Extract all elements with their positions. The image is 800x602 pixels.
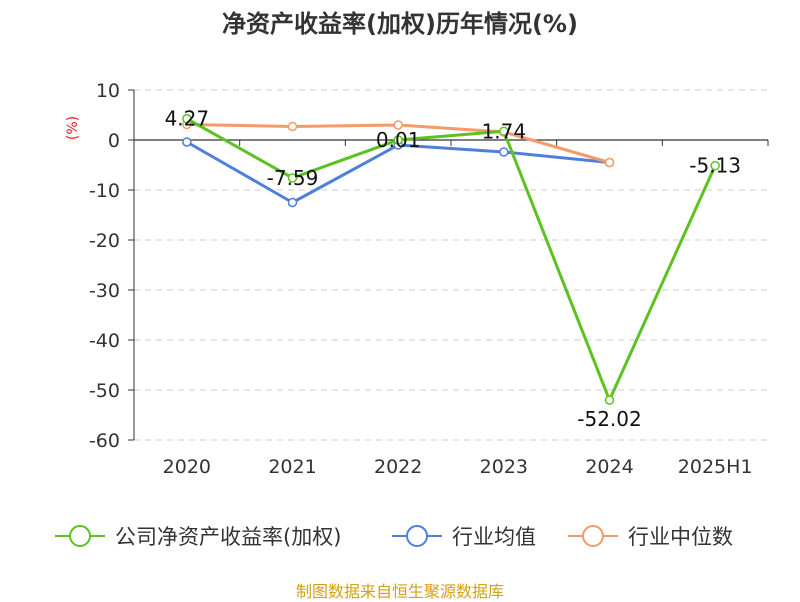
chart-title: 净资产收益率(加权)历年情况(%) — [222, 10, 578, 38]
legend-swatch-marker — [69, 525, 91, 547]
y-tick-label: 10 — [96, 80, 120, 102]
data-label: -5.13 — [689, 154, 741, 178]
x-tick-label: 2020 — [163, 456, 211, 478]
y-axis-unit-label: (%) — [65, 116, 81, 140]
data-label: 1.74 — [482, 119, 527, 143]
data-labels: 4.27 -7.59 0.01 1.74 -52.02 -5.13 — [165, 107, 741, 431]
legend-label: 行业中位数 — [628, 525, 733, 549]
data-point — [287, 121, 298, 132]
x-axis: 2020 2021 2022 2023 2024 2025H1 — [133, 139, 769, 478]
y-axis: 10 0 -10 -20 -30 -40 -50 -60 — [89, 80, 135, 452]
legend-swatch-marker — [582, 525, 604, 547]
y-tick-label: -30 — [89, 280, 120, 302]
source-note: 制图数据来自恒生聚源数据库 — [295, 582, 504, 601]
legend-label: 行业均值 — [452, 525, 536, 549]
data-point — [499, 126, 509, 137]
legend-swatch-marker — [406, 525, 428, 547]
legend-label: 公司净资产收益率(加权) — [115, 525, 341, 549]
data-point — [604, 157, 615, 168]
data-label: -7.59 — [267, 166, 319, 190]
data-point — [499, 147, 509, 157]
y-tick-label: -60 — [89, 430, 120, 452]
data-point — [710, 160, 720, 171]
data-point — [182, 113, 192, 124]
data-point — [604, 395, 615, 405]
data-point — [287, 197, 298, 208]
x-tick-label: 2024 — [585, 456, 633, 478]
y-tick-label: 0 — [108, 130, 120, 152]
data-point — [393, 135, 403, 145]
y-tick-label: -10 — [89, 180, 120, 202]
data-label: 4.27 — [165, 107, 210, 131]
x-tick-label: 2021 — [268, 456, 316, 478]
y-tick-label: -40 — [89, 330, 120, 352]
x-tick-label: 2023 — [480, 456, 528, 478]
x-tick-label: 2022 — [374, 456, 422, 478]
data-label: 0.01 — [376, 128, 421, 152]
legend: 公司净资产收益率(加权) 行业均值 行业中位数 — [55, 525, 733, 549]
y-tick-label: -50 — [89, 380, 120, 402]
data-point — [287, 173, 298, 183]
data-point — [393, 120, 403, 130]
series-lines — [182, 113, 720, 405]
grid-lines — [134, 89, 768, 441]
y-tick-label: -20 — [89, 230, 120, 252]
series-line-0 — [186, 117, 717, 402]
data-label: -52.02 — [577, 407, 641, 431]
data-point — [182, 137, 192, 147]
x-tick-label: 2025H1 — [678, 456, 753, 478]
